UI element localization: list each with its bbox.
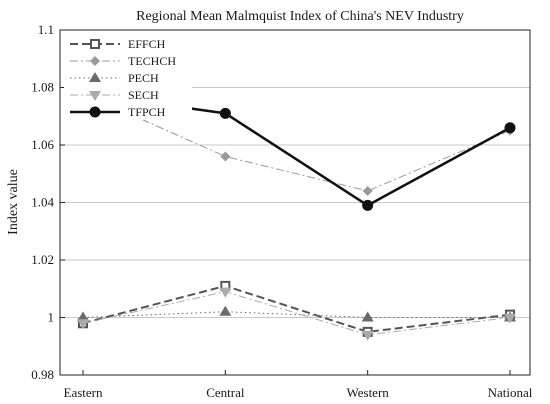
- series-line-effch: [82, 284, 511, 333]
- series-layer: [77, 87, 516, 341]
- legend-marker: [90, 39, 100, 49]
- y-tick-label: 1.02: [31, 252, 54, 267]
- x-tick-label: Eastern: [64, 385, 103, 400]
- y-tick-label: 1.1: [38, 22, 54, 37]
- y-tick-label: 0.98: [31, 367, 54, 382]
- x-tick-label: Western: [347, 385, 390, 400]
- y-tick-label: 1.06: [31, 137, 54, 152]
- data-point-tfpch: [362, 199, 374, 211]
- legend: EFFCH TECHCH PECH SECH TFPCH: [64, 34, 192, 120]
- legend-label: EFFCH: [128, 37, 166, 51]
- legend-label: TECHCH: [128, 54, 176, 68]
- y-tick-label: 1: [48, 310, 55, 325]
- data-point-pech: [219, 305, 232, 316]
- legend-marker: [89, 91, 101, 101]
- legend-marker: [89, 106, 101, 118]
- chart-title: Regional Mean Malmquist Index of China's…: [136, 9, 464, 24]
- legend-item-techch: TECHCH: [70, 54, 176, 68]
- series-sech: [77, 287, 516, 341]
- x-axis: Eastern Central Western National: [64, 370, 533, 400]
- legend-item-sech: SECH: [70, 88, 159, 102]
- legend-item-pech: PECH: [70, 71, 159, 85]
- legend-label: SECH: [128, 88, 159, 102]
- data-point-techch: [362, 186, 373, 196]
- data-point-sech: [77, 319, 89, 330]
- legend-item-tfpch: TFPCH: [70, 105, 166, 119]
- y-tick-label: 1.08: [31, 80, 54, 95]
- data-point-pech: [361, 311, 374, 322]
- data-point-sech: [361, 330, 374, 341]
- series-effch: [78, 280, 515, 337]
- data-point-sech: [504, 313, 516, 324]
- legend-item-effch: EFFCH: [70, 37, 166, 51]
- x-tick-label: National: [488, 385, 533, 400]
- data-point-tfpch: [504, 122, 516, 134]
- x-tick-label: Central: [206, 385, 245, 400]
- data-point-techch: [220, 151, 231, 162]
- y-axis-label: Index value: [6, 169, 21, 235]
- legend-box: [64, 34, 192, 120]
- legend-label: PECH: [128, 71, 159, 85]
- y-axis: 0.98 1 1.02 1.04 1.06 1.08 1.1: [31, 22, 65, 382]
- y-tick-label: 1.04: [31, 195, 54, 210]
- data-point-pech: [77, 311, 89, 322]
- legend-marker: [89, 72, 101, 82]
- series-line-sech: [82, 291, 511, 336]
- legend-label: TFPCH: [128, 105, 166, 119]
- series-line-techch: [82, 92, 511, 192]
- data-point-tfpch: [219, 107, 231, 119]
- series-line-pech: [82, 311, 510, 318]
- legend-marker: [90, 56, 100, 66]
- data-point-sech: [219, 287, 232, 298]
